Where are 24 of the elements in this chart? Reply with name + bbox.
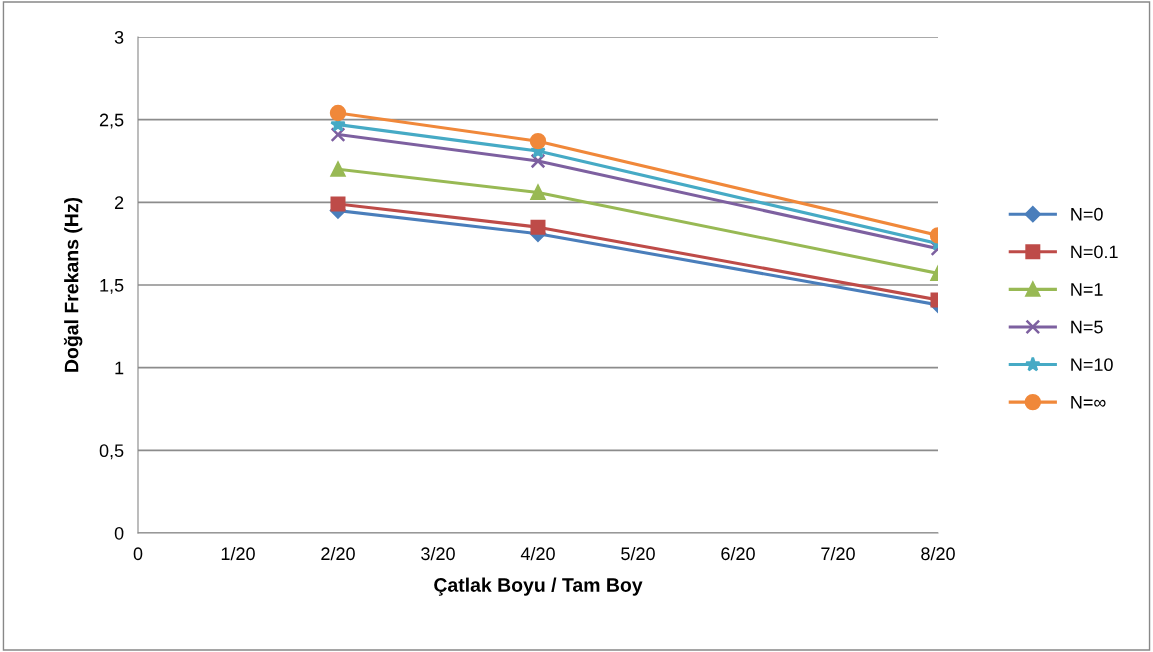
y-tick-label: 0,5 [99,444,124,460]
legend-label: N=5 [1071,320,1103,334]
legend-label: N=0.1 [1071,245,1118,259]
x-tick-label: 6/20 [721,546,755,561]
y-tick-label: 3 [114,30,124,44]
x-tick-label: 5/20 [621,546,655,561]
x-tick-label: 3/20 [421,546,455,561]
x-tick-label: 0 [133,547,143,561]
y-tick-label: 2 [114,196,124,209]
x-tick-label: 1/20 [221,546,255,561]
x-axis-title: Çatlak Boyu / Tam Boy [434,577,643,596]
y-tick-label: 1,5 [100,279,124,294]
legend-label: N=1 [1071,283,1103,296]
y-tick-label: 0 [114,526,124,540]
y-tick-label: 2,5 [99,113,124,129]
x-tick-label: 7/20 [821,546,855,561]
x-tick-label: 8/20 [921,546,955,561]
legend-label: N=∞ [1071,396,1106,409]
x-tick-label: 2/20 [321,546,355,561]
legend-label: N=10 [1071,358,1113,372]
x-tick-label: 4/20 [520,546,555,561]
y-axis-title: Doğal Frekans (Hz) [63,197,83,372]
legend-label: N=0 [1071,207,1103,221]
y-tick-label: 1 [115,361,124,375]
